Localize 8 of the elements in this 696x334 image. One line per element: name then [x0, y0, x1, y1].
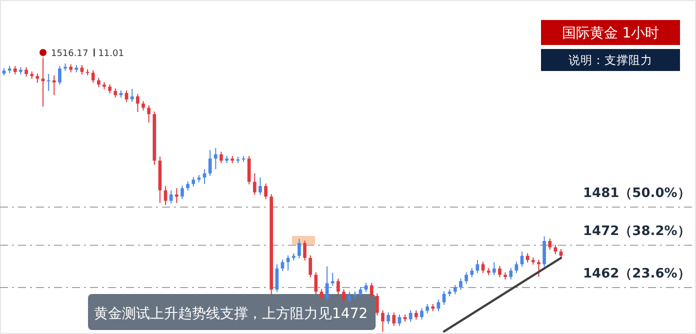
ref-line-label: 1481（50.0%）: [583, 186, 690, 202]
picture-title-box: 说明：支撑阻力: [541, 49, 680, 71]
annotation: 11.01: [98, 48, 124, 59]
picture-title-box: 国际黄金 1小时: [541, 20, 680, 45]
caption: 黄金测试上升趋势线支撑，上方阻力见1472: [94, 306, 368, 322]
annotation: 1516.17: [50, 48, 88, 59]
ref-line-label: 1472（38.2%）: [583, 224, 690, 240]
ref-line-label: 1462（23.6%）: [583, 266, 690, 282]
